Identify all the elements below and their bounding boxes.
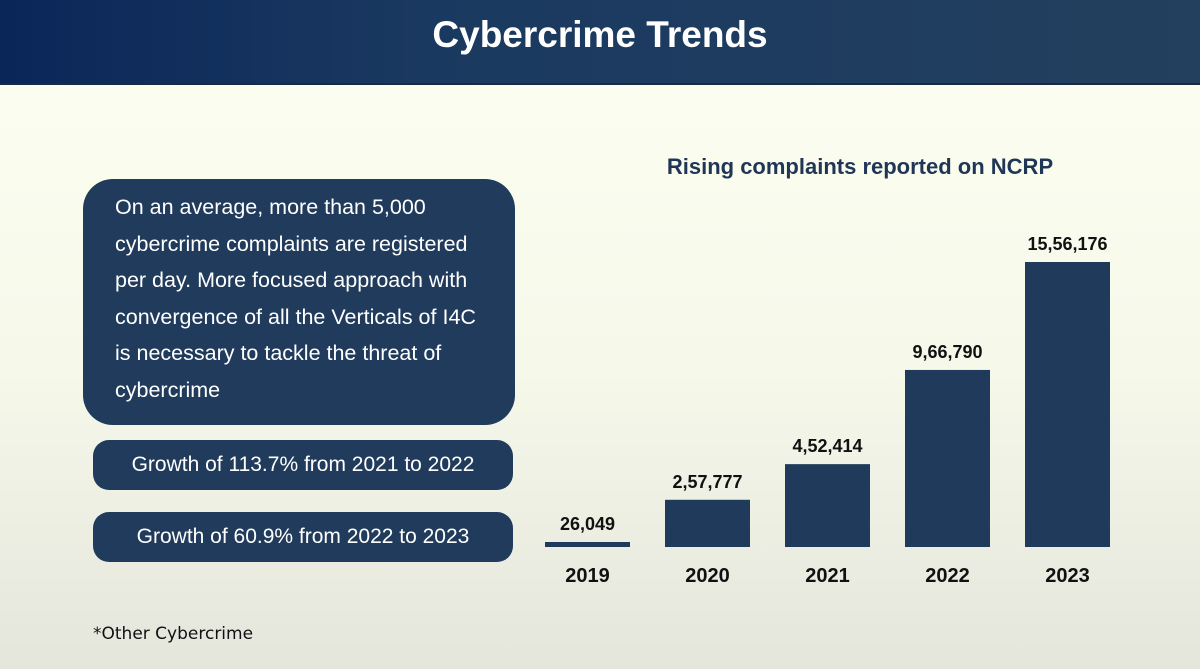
header-banner: Cybercrime Trends <box>0 0 1200 85</box>
summary-box: On an average, more than 5,000 cybercrim… <box>83 179 515 425</box>
footnote: *Other Cybercrime <box>93 624 254 644</box>
x-tick-2019: 2019 <box>565 565 610 587</box>
bar-2021 <box>785 464 870 547</box>
data-label-2023: 15,56,176 <box>1027 234 1107 254</box>
data-label-2019: 26,049 <box>560 514 615 534</box>
chart-title: Rising complaints reported on NCRP <box>666 154 1054 179</box>
slide-title: Cybercrime Trends <box>432 14 768 55</box>
x-tick-2023: 2023 <box>1045 565 1090 587</box>
bar-2022 <box>905 369 990 547</box>
bar-2020 <box>665 499 750 547</box>
x-tick-2021: 2021 <box>805 565 850 587</box>
x-tick-2020: 2020 <box>685 565 730 587</box>
growth-2022-2023: Growth of 60.9% from 2022 to 2023 <box>93 512 513 562</box>
x-tick-2022: 2022 <box>925 565 970 587</box>
bar-2023 <box>1025 262 1110 547</box>
bar-2019 <box>545 542 630 547</box>
data-label-2022: 9,66,790 <box>912 342 982 362</box>
growth-2021-2022: Growth of 113.7% from 2021 to 2022 <box>93 440 513 490</box>
data-label-2021: 4,52,414 <box>792 436 862 456</box>
data-label-2020: 2,57,777 <box>672 472 742 492</box>
